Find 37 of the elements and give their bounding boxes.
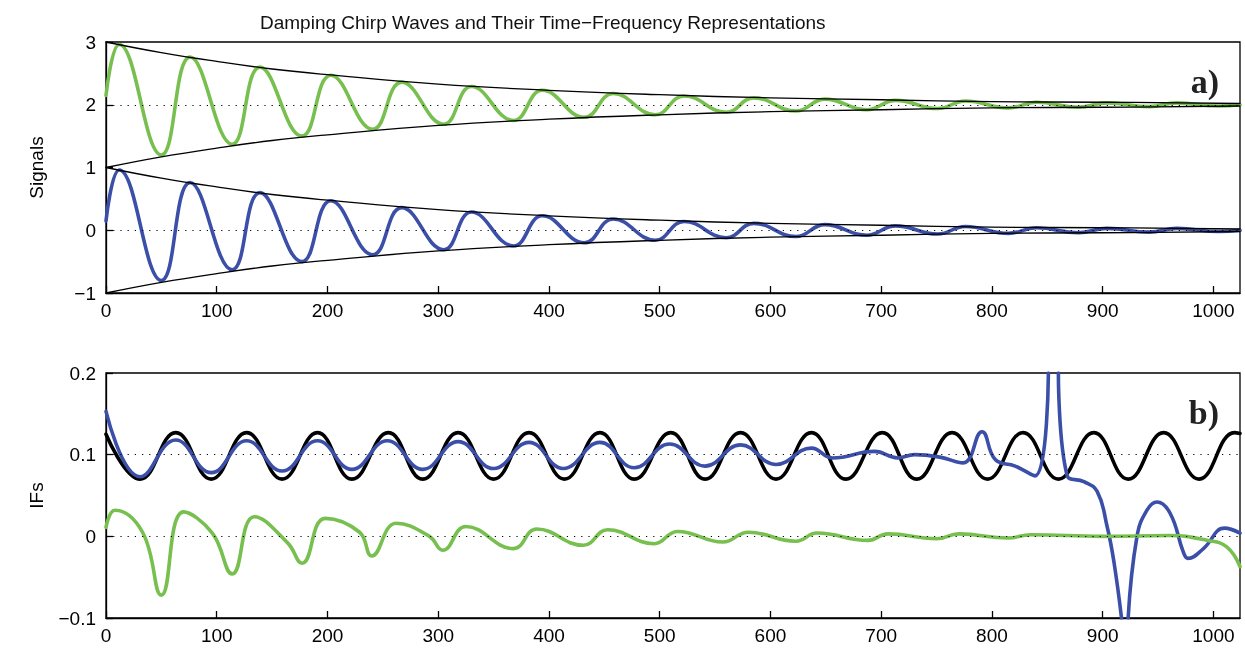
x-tick-label: 600 bbox=[754, 300, 787, 321]
x-tick-label: 200 bbox=[311, 300, 344, 321]
x-tick-label: 700 bbox=[865, 625, 898, 646]
x-tick-label: 100 bbox=[200, 625, 233, 646]
x-tick-label: 500 bbox=[643, 625, 676, 646]
line-series bbox=[104, 508, 1242, 597]
y-tick-label: −0.1 bbox=[58, 607, 96, 629]
x-tick-label: 0 bbox=[100, 300, 112, 321]
x-tick-label: 900 bbox=[1086, 625, 1119, 646]
x-tick-label: 900 bbox=[1086, 300, 1119, 321]
x-tick-label: 400 bbox=[533, 625, 565, 646]
x-tick-label: 0 bbox=[100, 625, 112, 646]
y-tick-label: 0 bbox=[85, 525, 96, 547]
x-tick-label: 200 bbox=[311, 625, 344, 646]
x-tick-label: 100 bbox=[200, 300, 233, 321]
y-tick-label: 0 bbox=[85, 219, 96, 241]
x-tick-label: 300 bbox=[422, 625, 455, 646]
y-tick-label: 3 bbox=[85, 31, 96, 53]
x-tick-label: 700 bbox=[865, 300, 898, 321]
y-tick-label: 0.2 bbox=[69, 362, 96, 384]
x-tick-label: 800 bbox=[976, 625, 1008, 646]
y-tick-label: 1 bbox=[85, 157, 96, 178]
y-axis-title: Signals bbox=[26, 136, 47, 199]
x-tick-label: 800 bbox=[976, 300, 1008, 321]
chart-title: Damping Chirp Waves and Their Time−Frequency Representations bbox=[260, 12, 826, 33]
annotation: b) bbox=[1188, 393, 1219, 432]
x-tick-label: 500 bbox=[643, 300, 676, 321]
y-tick-label: 2 bbox=[85, 94, 96, 116]
x-tick-label: 300 bbox=[422, 300, 455, 321]
x-tick-label: 1000 bbox=[1192, 625, 1235, 646]
y-axis-title: IFs bbox=[26, 482, 47, 509]
x-tick-label: 600 bbox=[754, 625, 787, 646]
x-tick-label: 400 bbox=[533, 300, 565, 321]
y-tick-label: 0.1 bbox=[69, 444, 96, 466]
annotation: a) bbox=[1190, 62, 1220, 101]
x-tick-label: 1000 bbox=[1192, 300, 1235, 321]
y-tick-label: −1 bbox=[74, 282, 96, 304]
